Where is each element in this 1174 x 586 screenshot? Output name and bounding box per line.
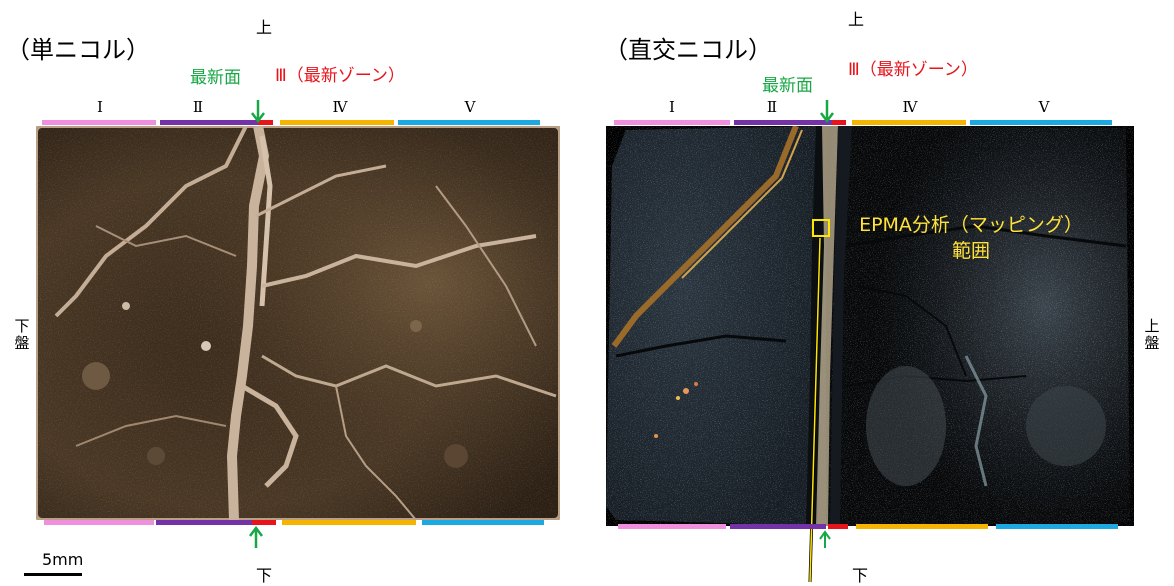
right-top-bar-zone-v: [970, 120, 1112, 125]
epma-mapping-area-box: [812, 219, 830, 237]
down-arrow-icon: [251, 100, 265, 124]
right-bottom-label: 下: [852, 566, 869, 585]
left-top-label: 上: [256, 18, 273, 37]
left-bottom-bar-zone-ii: [156, 520, 252, 525]
right-top-bar-zone-iii: [832, 120, 846, 125]
right-newest-surface-label: 最新面: [762, 76, 813, 96]
right-zone-iv-label: Ⅳ: [902, 98, 918, 116]
right-bottom-bar-zone-i: [618, 524, 726, 529]
left-top-bar-zone-iv: [280, 120, 394, 125]
left-bottom-bar-zone-i: [44, 520, 154, 525]
left-zone-iv-label: Ⅳ: [332, 98, 348, 116]
left-zone-i-label: Ⅰ: [97, 98, 103, 116]
right-side-label: 上盤: [1144, 317, 1160, 352]
right-zone-v-label: Ⅴ: [1038, 98, 1050, 116]
left-panel-title: （単ニコル）: [6, 36, 150, 64]
left-zone-ii-label: Ⅱ: [192, 98, 204, 116]
left-top-bar-zone-ii: [160, 120, 258, 125]
left-side-label: 下盤: [14, 317, 30, 352]
down-arrow-icon: [820, 100, 834, 124]
right-bottom-bar-zone-iii: [828, 524, 848, 529]
up-arrow-icon: [819, 530, 831, 548]
scale-bar-label: 5mm: [42, 550, 84, 569]
left-thin-section-photo: [36, 126, 560, 520]
right-thin-section-photo: [606, 126, 1134, 526]
left-bottom-bar-zone-v: [422, 520, 544, 525]
left-zone3-label: Ⅲ（最新ゾーン）: [275, 66, 405, 86]
left-top-bar-zone-i: [42, 120, 156, 125]
left-zone-v-label: Ⅴ: [464, 98, 476, 116]
right-bottom-bar-zone-iv: [856, 524, 988, 529]
left-bottom-label: 下: [256, 566, 273, 585]
right-zone-i-label: Ⅰ: [669, 98, 675, 116]
epma-label: EPMA分析（マッピング） 範囲: [836, 212, 1106, 264]
right-zone3-label: Ⅲ（最新ゾーン）: [848, 60, 978, 80]
right-top-bar-zone-i: [614, 120, 730, 125]
left-newest-surface-label: 最新面: [190, 68, 241, 88]
left-top-bar-zone-v: [398, 120, 540, 125]
right-zone-ii-label: Ⅱ: [766, 98, 778, 116]
right-bottom-bar-zone-v: [996, 524, 1118, 529]
left-bottom-bar-zone-iv: [282, 520, 416, 525]
left-bottom-bar-zone-iii: [252, 520, 276, 525]
up-arrow-icon: [249, 526, 263, 548]
epma-label-line1: EPMA分析（マッピング）: [859, 214, 1083, 236]
right-panel-title: （直交ニコル）: [604, 36, 772, 64]
epma-label-line2: 範囲: [951, 240, 990, 262]
right-top-label: 上: [848, 10, 865, 29]
right-top-bar-zone-ii: [734, 120, 832, 125]
left-top-bar-zone-iii: [258, 120, 273, 125]
right-top-bar-zone-iv: [852, 120, 966, 125]
scale-bar: [24, 573, 82, 576]
right-bottom-bar-zone-ii: [730, 524, 826, 529]
